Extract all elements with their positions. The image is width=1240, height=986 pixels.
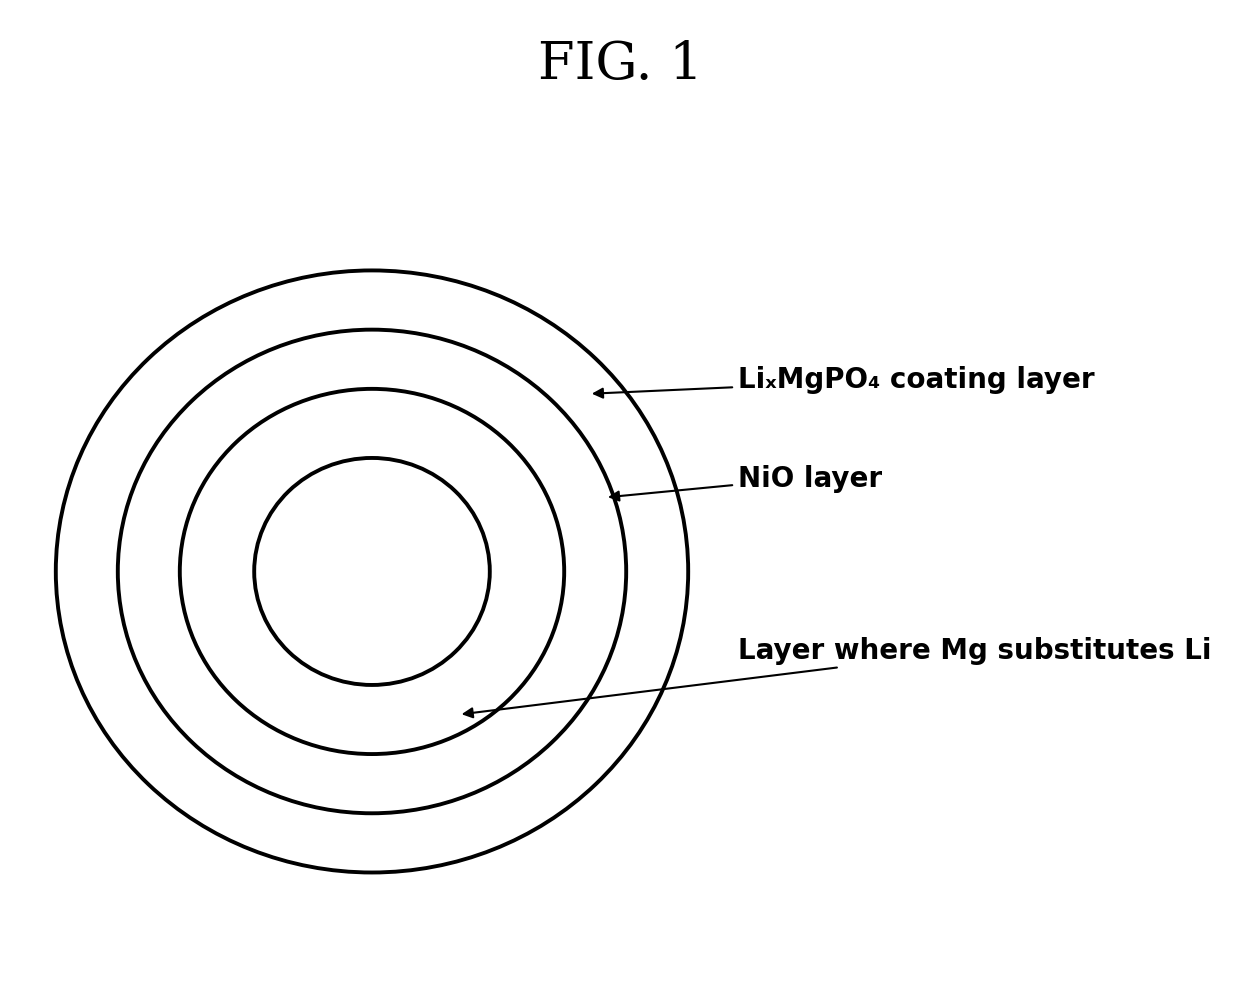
Text: Layer where Mg substitutes Li: Layer where Mg substitutes Li bbox=[464, 637, 1211, 718]
Text: NiO layer: NiO layer bbox=[610, 464, 882, 501]
Text: FIG. 1: FIG. 1 bbox=[538, 38, 702, 90]
Text: LiₓMgPO₄ coating layer: LiₓMgPO₄ coating layer bbox=[594, 366, 1095, 398]
